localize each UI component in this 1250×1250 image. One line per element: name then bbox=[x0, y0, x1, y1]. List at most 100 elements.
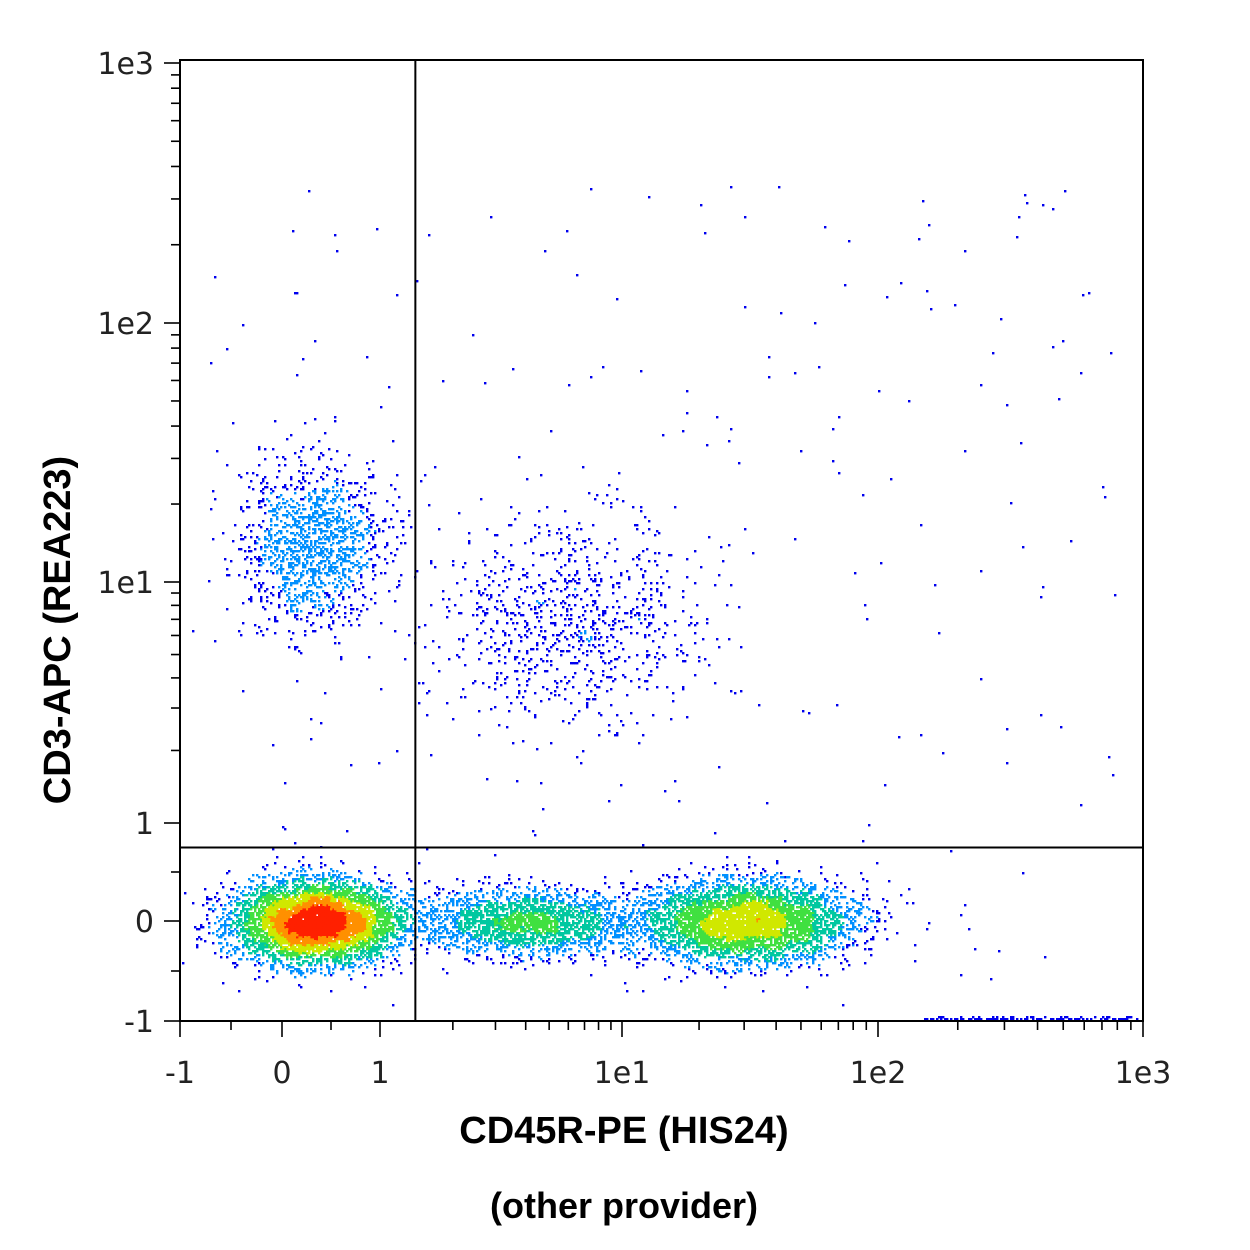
event-dot bbox=[344, 946, 347, 949]
event-dot bbox=[792, 916, 795, 919]
event-dot bbox=[302, 890, 305, 893]
event-dot bbox=[400, 928, 403, 931]
event-dot bbox=[248, 912, 251, 915]
event-dot bbox=[766, 930, 769, 933]
event-dot bbox=[802, 910, 805, 913]
event-dot bbox=[310, 894, 313, 897]
event-dot bbox=[376, 954, 379, 957]
event-dot bbox=[730, 922, 733, 925]
event-dot bbox=[280, 942, 283, 945]
event-dot bbox=[314, 894, 317, 897]
event-dot bbox=[772, 944, 775, 947]
event-dot bbox=[804, 892, 807, 895]
event-dot bbox=[664, 924, 667, 927]
event-dot bbox=[818, 940, 821, 943]
event-dot bbox=[280, 886, 283, 889]
event-dot bbox=[756, 904, 759, 907]
event-dot bbox=[738, 922, 741, 925]
event-dot bbox=[278, 944, 281, 947]
event-dot bbox=[676, 932, 679, 935]
event-dot bbox=[732, 960, 735, 963]
event-dot bbox=[824, 948, 827, 951]
event-dot bbox=[310, 928, 313, 931]
event-dot bbox=[762, 910, 765, 913]
event-dot bbox=[354, 926, 357, 929]
event-dot bbox=[340, 916, 343, 919]
event-dot bbox=[784, 938, 787, 941]
event-dot bbox=[806, 938, 809, 941]
event-dot bbox=[402, 926, 405, 929]
event-dot bbox=[394, 936, 397, 939]
event-dot bbox=[686, 928, 689, 931]
event-dot bbox=[304, 874, 307, 877]
event-dot bbox=[396, 938, 399, 941]
event-dot bbox=[392, 968, 395, 971]
event-dot bbox=[752, 882, 755, 885]
event-dot bbox=[338, 924, 341, 927]
event-dot bbox=[710, 920, 713, 923]
event-dot bbox=[400, 926, 403, 929]
event-dot bbox=[678, 896, 681, 899]
event-dot bbox=[266, 900, 269, 903]
event-dot bbox=[364, 914, 367, 917]
event-dot bbox=[746, 918, 749, 921]
event-dot bbox=[740, 928, 743, 931]
event-dot bbox=[848, 964, 851, 967]
event-dot bbox=[706, 912, 709, 915]
event-dot bbox=[390, 946, 393, 949]
event-dot bbox=[300, 874, 303, 877]
event-dot bbox=[264, 882, 267, 885]
event-dot bbox=[306, 940, 309, 943]
event-dot bbox=[698, 912, 701, 915]
event-dot bbox=[682, 932, 685, 935]
event-dot bbox=[712, 930, 715, 933]
event-dot bbox=[716, 920, 719, 923]
event-dot bbox=[332, 920, 335, 923]
event-dot bbox=[746, 934, 749, 937]
event-dot bbox=[326, 936, 329, 939]
event-dot bbox=[360, 944, 363, 947]
event-dot bbox=[360, 936, 363, 939]
event-dot bbox=[304, 936, 307, 939]
event-dot bbox=[418, 920, 421, 923]
event-dot bbox=[216, 900, 219, 903]
event-dot bbox=[780, 934, 783, 937]
event-dot bbox=[752, 908, 755, 911]
event-dot bbox=[328, 908, 331, 911]
event-dot bbox=[284, 896, 287, 899]
event-dot bbox=[766, 886, 769, 889]
event-dot bbox=[748, 894, 751, 897]
event-dot bbox=[754, 896, 757, 899]
event-dot bbox=[308, 926, 311, 929]
event-dot bbox=[348, 886, 351, 889]
event-dot bbox=[688, 890, 691, 893]
event-dot bbox=[644, 924, 647, 927]
event-dot bbox=[350, 936, 353, 939]
event-dot bbox=[708, 898, 711, 901]
event-dot bbox=[420, 944, 423, 947]
event-dot bbox=[724, 918, 727, 921]
event-dot bbox=[304, 902, 307, 905]
event-dot bbox=[312, 898, 315, 901]
event-dot bbox=[362, 936, 365, 939]
event-dot bbox=[696, 936, 699, 939]
event-dot bbox=[314, 916, 317, 919]
event-dot bbox=[370, 884, 373, 887]
event-dot bbox=[386, 890, 389, 893]
event-dot bbox=[346, 880, 349, 883]
event-dot bbox=[250, 914, 253, 917]
event-dot bbox=[322, 892, 325, 895]
event-dot bbox=[308, 916, 311, 919]
event-dot bbox=[884, 906, 887, 909]
event-dot bbox=[782, 910, 785, 913]
event-dot bbox=[862, 878, 865, 881]
event-dot bbox=[316, 908, 319, 911]
event-dot bbox=[846, 944, 849, 947]
event-dot bbox=[652, 922, 655, 925]
event-dot bbox=[290, 908, 293, 911]
event-dot bbox=[734, 916, 737, 919]
event-dot bbox=[306, 930, 309, 933]
event-dot bbox=[302, 882, 305, 885]
event-dot bbox=[780, 876, 783, 879]
event-dot bbox=[260, 890, 263, 893]
